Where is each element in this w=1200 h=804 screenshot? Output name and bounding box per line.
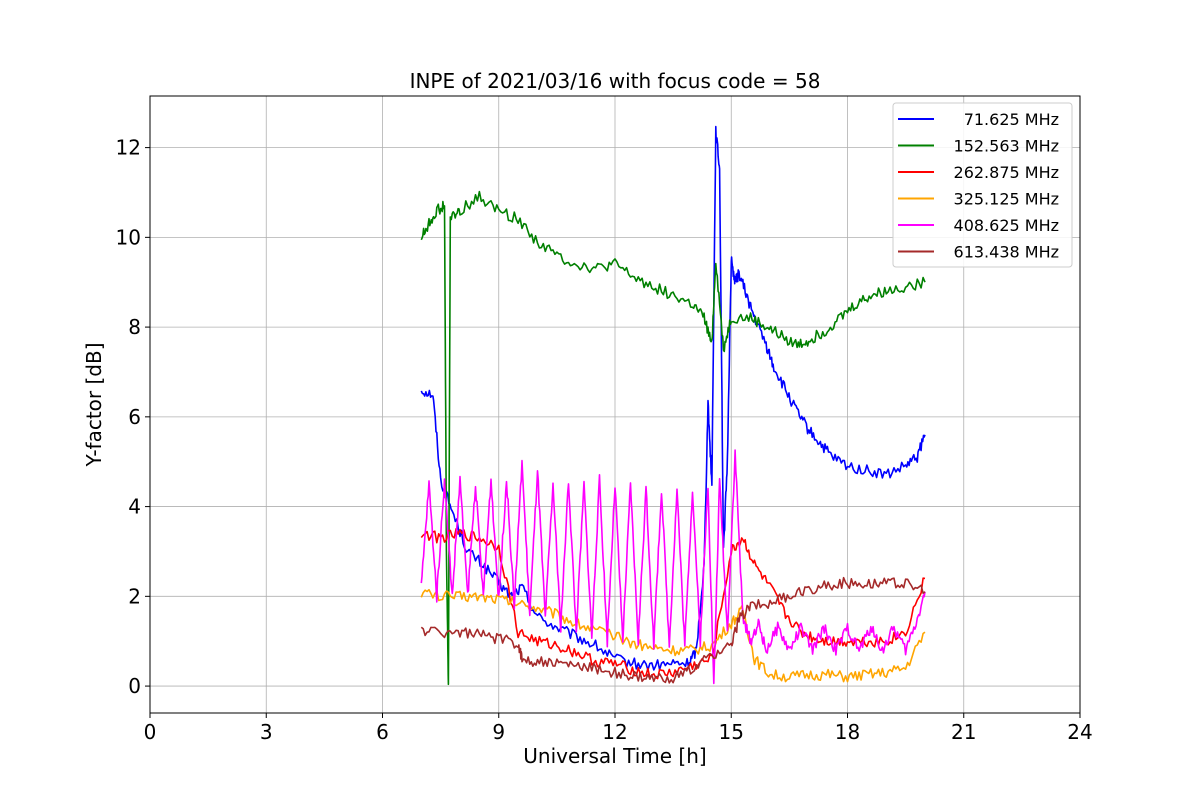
legend-label: 71.625 MHz [964,110,1059,129]
y-axis-label: Y-factor [dB] [82,342,106,467]
x-tick-label: 21 [951,720,976,744]
series-group [420,125,926,686]
legend-label: 262.875 MHz [954,163,1059,182]
y-axis: 0 2 4 6 8 10 12 [116,136,150,698]
x-tick-label: 3 [260,720,273,744]
y-tick-label: 0 [128,674,141,698]
legend-label: 152.563 MHz [954,137,1059,156]
y-tick-label: 4 [128,495,141,519]
series-line-408-625-mhz [420,449,926,685]
legend: 71.625 MHz 152.563 MHz 262.875 MHz 325.125 … [892,102,1073,268]
x-tick-label: 24 [1067,720,1092,744]
chart-title: INPE of 2021/03/16 with focus code = 58 [410,69,821,93]
x-tick-label: 9 [492,720,505,744]
x-tick-label: 6 [376,720,389,744]
x-tick-label: 12 [602,720,627,744]
legend-label: 408.625 MHz [954,216,1059,235]
series-line-613-438-mhz [420,576,926,684]
legend-frame [892,102,1073,268]
y-tick-label: 12 [116,136,141,160]
legend-label: 325.125 MHz [954,190,1059,209]
y-tick-label: 8 [128,315,141,339]
x-tick-label: 18 [835,720,860,744]
x-tick-label: 15 [719,720,744,744]
y-tick-label: 2 [128,584,141,608]
series-line-262-875-mhz [420,527,926,680]
x-tick-label: 0 [144,720,157,744]
x-axis: 0 3 6 9 12 15 18 21 24 [144,713,1093,744]
series-line-152-563-mhz [420,190,926,686]
y-tick-label: 6 [128,405,141,429]
x-axis-label: Universal Time [h] [523,744,706,768]
series-line-325-125-mhz [420,588,926,683]
y-tick-label: 10 [116,225,141,249]
legend-label: 613.438 MHz [954,243,1059,262]
